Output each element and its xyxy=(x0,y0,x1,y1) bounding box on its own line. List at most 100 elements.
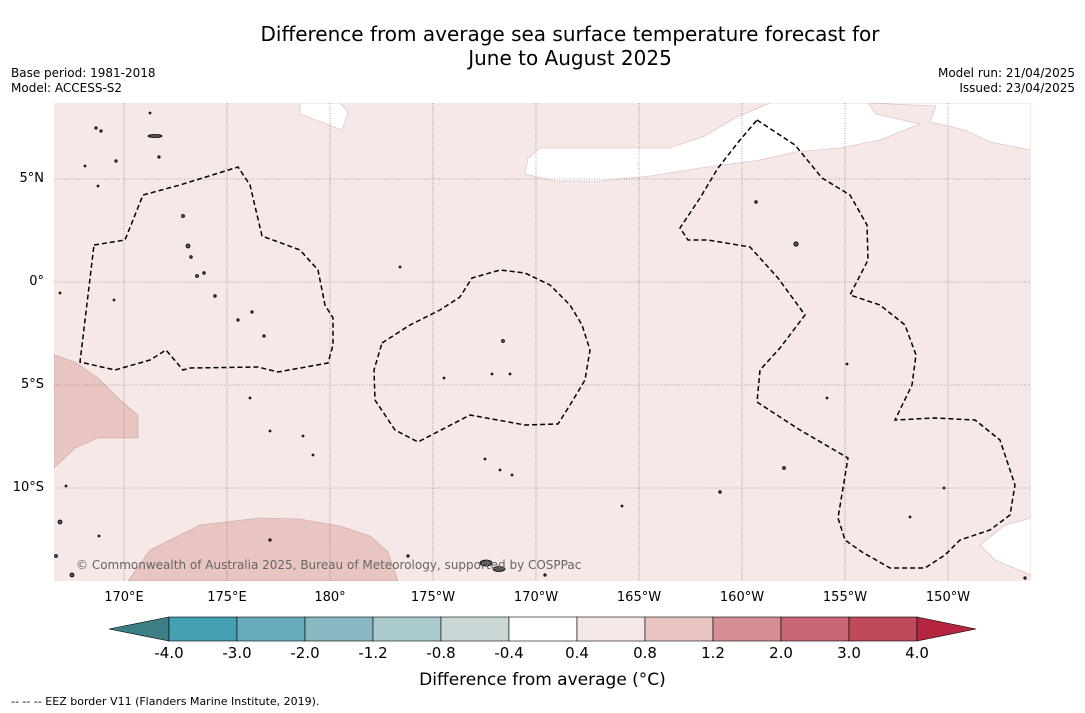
lat-label-5s: 5°S xyxy=(20,377,44,392)
lat-label-5n: 5°N xyxy=(19,171,45,186)
island xyxy=(483,457,487,461)
island xyxy=(248,396,252,400)
lon-label-165w: 165°W xyxy=(616,590,662,605)
island xyxy=(825,396,829,400)
island xyxy=(845,362,849,366)
island xyxy=(147,134,163,138)
island xyxy=(112,298,116,302)
islands xyxy=(54,111,1027,580)
island xyxy=(99,129,103,133)
colorbar-title: Difference from average (°C) xyxy=(419,670,666,690)
lon-label-170w: 170°W xyxy=(513,590,559,605)
title-line-2: June to August 2025 xyxy=(468,46,672,70)
island xyxy=(181,214,185,218)
island xyxy=(69,572,75,578)
island xyxy=(148,111,152,115)
title-line-1: Difference from average sea surface temp… xyxy=(260,22,880,46)
lon-label-160w: 160°W xyxy=(719,590,765,605)
neutral-region-north-central xyxy=(299,103,349,131)
island xyxy=(498,468,502,472)
colorbar-bin xyxy=(712,616,782,642)
island xyxy=(754,200,758,204)
lon-label-180: 180° xyxy=(314,590,346,605)
meta-left: Base period: 1981-2018 Model: ACCESS-S2 xyxy=(11,66,156,96)
island xyxy=(268,538,272,542)
island xyxy=(301,434,305,438)
sst-anomaly-background xyxy=(54,103,1031,581)
colorbar-over-arrow xyxy=(916,616,977,642)
lon-label-175w: 175°W xyxy=(410,590,456,605)
island xyxy=(942,486,946,490)
island xyxy=(262,334,266,338)
island xyxy=(398,265,402,269)
island xyxy=(510,473,514,477)
island xyxy=(96,184,100,188)
colorbar-tick-label: 1.2 xyxy=(701,644,725,662)
eez-border-east xyxy=(679,119,1016,569)
island xyxy=(492,566,506,572)
island xyxy=(501,339,505,343)
island xyxy=(64,484,68,488)
lat-label-0: 0° xyxy=(29,274,44,289)
island xyxy=(442,376,446,380)
island xyxy=(543,573,547,577)
colorbar-tick-label: 4.0 xyxy=(905,644,929,662)
copyright-notice: © Commonwealth of Australia 2025, Bureau… xyxy=(76,558,582,572)
colorbar-tick-label: -2.0 xyxy=(290,644,320,662)
colorbar-bin xyxy=(168,616,238,642)
eez-border-west xyxy=(79,166,334,373)
base-period: Base period: 1981-2018 xyxy=(11,66,156,80)
issued-date: Issued: 23/04/2025 xyxy=(959,81,1075,95)
island xyxy=(58,291,62,295)
island xyxy=(490,372,494,376)
island xyxy=(189,255,193,259)
colorbar-bins xyxy=(168,616,918,642)
island xyxy=(250,310,254,314)
eez-border-central xyxy=(373,269,591,443)
island xyxy=(213,294,217,298)
eez-legend-note: -- -- -- EEZ border V11 (Flanders Marine… xyxy=(11,695,320,708)
colorbar-bin xyxy=(372,616,442,642)
lon-label-175e: 175°E xyxy=(207,590,247,605)
island xyxy=(195,274,199,278)
island xyxy=(236,318,240,322)
island xyxy=(620,504,624,508)
island xyxy=(114,159,118,163)
colorbar-bin xyxy=(304,616,374,642)
colorbar-bin xyxy=(848,616,918,642)
island xyxy=(793,241,799,247)
colorbar-tick-label: -4.0 xyxy=(154,644,184,662)
island xyxy=(782,466,786,470)
colorbar-tick-label: -0.4 xyxy=(494,644,524,662)
island xyxy=(718,490,722,494)
colorbar-bin xyxy=(576,616,646,642)
island xyxy=(908,515,912,519)
island xyxy=(1023,576,1027,580)
eez-borders xyxy=(79,119,1016,569)
island xyxy=(268,429,272,433)
colorbar-tick-label: -0.8 xyxy=(426,644,456,662)
island xyxy=(479,559,493,567)
colorbar xyxy=(108,616,977,642)
island xyxy=(94,126,98,130)
lat-label-10s: 10°S xyxy=(12,480,44,495)
colorbar-bin xyxy=(508,616,578,642)
map-title: Difference from average sea surface temp… xyxy=(170,22,970,70)
map-area xyxy=(54,103,1031,581)
model-run: Model run: 21/04/2025 xyxy=(937,66,1075,80)
warm-patch-west xyxy=(54,354,139,469)
colorbar-tick-label: 2.0 xyxy=(769,644,793,662)
island xyxy=(157,155,161,159)
colorbar-bin xyxy=(236,616,306,642)
island xyxy=(83,164,87,168)
meta-right: Model run: 21/04/2025 Issued: 23/04/2025 xyxy=(938,66,1075,96)
lon-label-155w: 155°W xyxy=(822,590,868,605)
colorbar-bin xyxy=(780,616,850,642)
colorbar-tick-label: 3.0 xyxy=(837,644,861,662)
colorbar-tick-label: -1.2 xyxy=(358,644,388,662)
colorbar-tick-label: -3.0 xyxy=(222,644,252,662)
island xyxy=(508,372,512,376)
neutral-region-north-east xyxy=(524,103,1031,182)
lon-label-170e: 170°E xyxy=(104,590,144,605)
